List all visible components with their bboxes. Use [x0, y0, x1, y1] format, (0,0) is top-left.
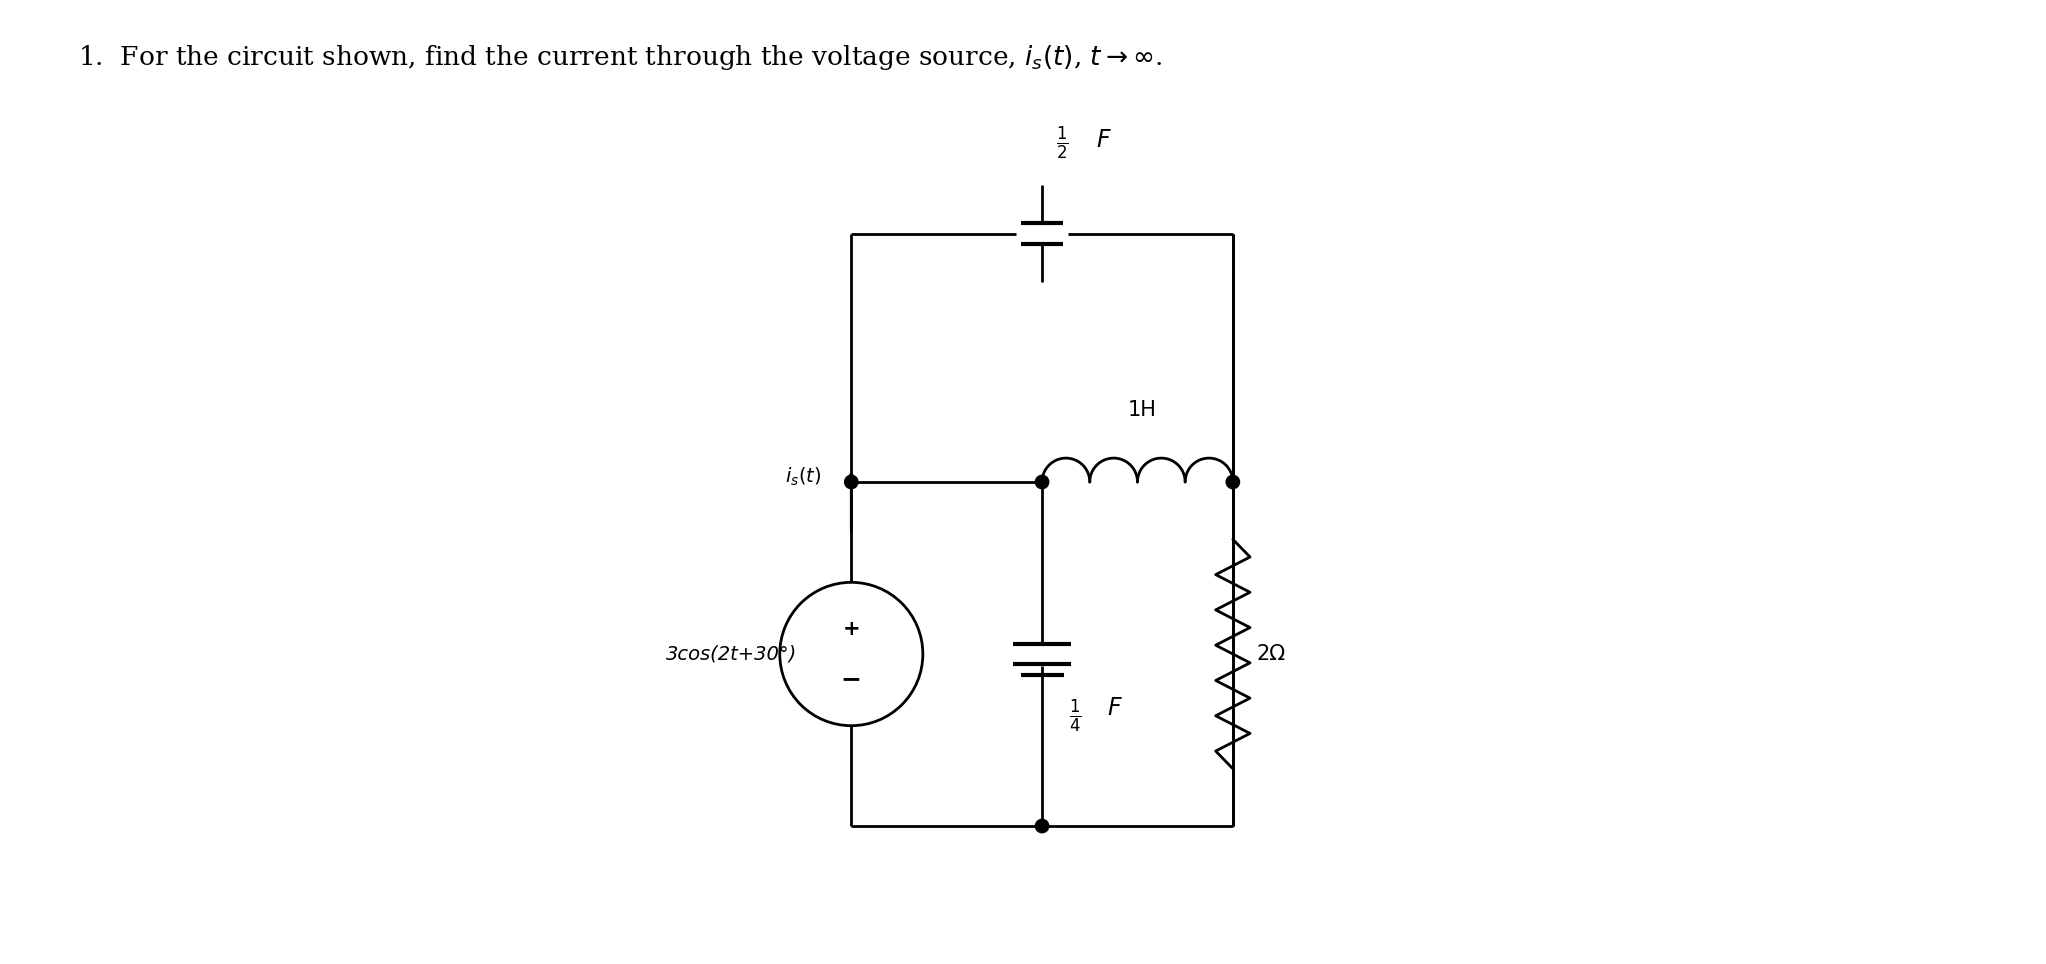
Text: −: − [841, 667, 861, 691]
Text: +: + [843, 619, 859, 639]
Text: $\frac{1}{2}$: $\frac{1}{2}$ [1056, 124, 1068, 162]
Text: F: F [1097, 128, 1111, 152]
Text: $\frac{1}{4}$: $\frac{1}{4}$ [1068, 697, 1080, 735]
Text: 1H: 1H [1127, 400, 1156, 420]
Text: 1.  For the circuit shown, find the current through the voltage source, $i_s(t)$: 1. For the circuit shown, find the curre… [78, 43, 1162, 72]
Circle shape [845, 475, 857, 489]
Text: 3cos(2t+30°): 3cos(2t+30°) [667, 645, 798, 663]
Text: 2Ω: 2Ω [1256, 644, 1285, 664]
Text: $i_s(t)$: $i_s(t)$ [786, 466, 822, 489]
Text: F: F [1107, 697, 1121, 720]
Circle shape [1035, 819, 1050, 833]
Circle shape [1226, 475, 1240, 489]
Circle shape [1035, 475, 1050, 489]
